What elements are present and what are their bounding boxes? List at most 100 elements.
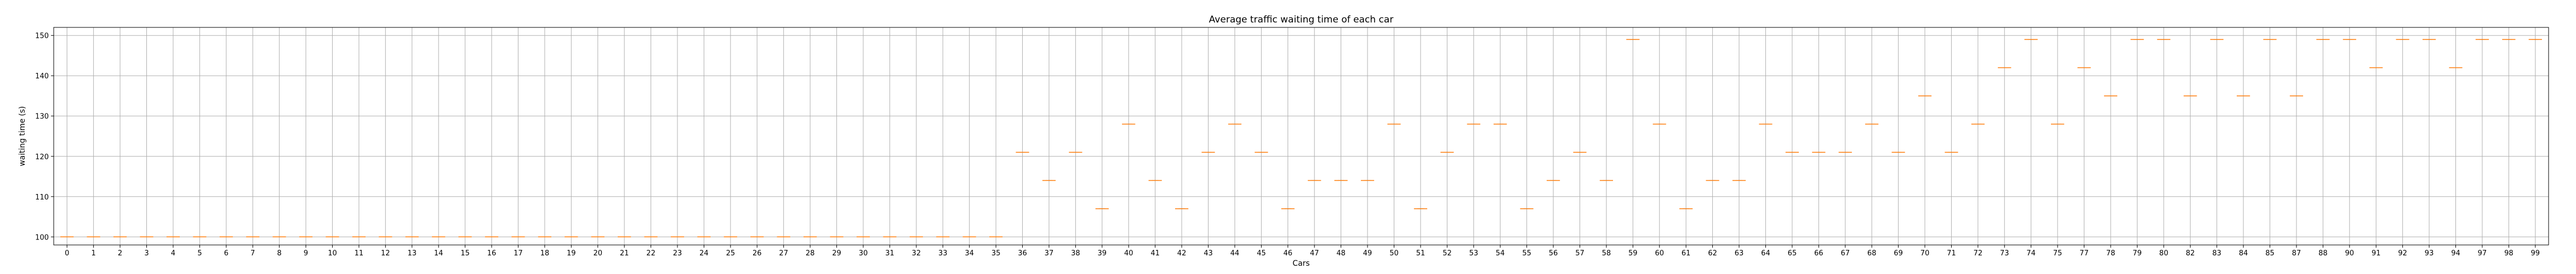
x-tick-label: 16: [487, 249, 497, 258]
x-tick-label: 4: [171, 249, 175, 258]
x-tick-label: 56: [1549, 249, 1558, 258]
plot-frame: [53, 27, 2549, 246]
x-tick-label: 5: [197, 249, 202, 258]
x-tick-label: 26: [753, 249, 762, 258]
x-tick-label: 82: [2186, 249, 2195, 258]
x-tick-label: 52: [1443, 249, 1452, 258]
x-tick-label: 64: [1761, 249, 1770, 258]
x-tick-label: 40: [1124, 249, 1133, 258]
x-tick-label: 11: [355, 249, 364, 258]
x-tick-label: 61: [1682, 249, 1691, 258]
y-axis: 100 110 120 130 140 150: [35, 32, 54, 242]
x-tick-label: 28: [806, 249, 815, 258]
x-tick-label: 10: [328, 249, 337, 258]
x-tick-label: 19: [567, 249, 576, 258]
x-tick-label: 32: [912, 249, 921, 258]
x-tick-label: 22: [646, 249, 656, 258]
x-tick-label: 38: [1071, 249, 1080, 258]
x-tick-label: 99: [2531, 249, 2540, 258]
x-tick-label: 2: [118, 249, 122, 258]
x-tick-label: 93: [2425, 249, 2434, 258]
x-tick-label: 3: [144, 249, 149, 258]
x-tick-label: 27: [779, 249, 788, 258]
x-tick-label: 8: [277, 249, 281, 258]
x-tick-label: 63: [1735, 249, 1744, 258]
x-tick-label: 39: [1098, 249, 1107, 258]
x-tick-label: 88: [2318, 249, 2328, 258]
x-tick-label: 46: [1284, 249, 1293, 258]
y-tick-label: 130: [35, 113, 49, 121]
x-tick-label: 72: [1974, 249, 1983, 258]
x-tick-label: 73: [2000, 249, 2009, 258]
x-tick-label: 37: [1045, 249, 1054, 258]
x-tick-label: 59: [1628, 249, 1638, 258]
x-tick-label: 24: [699, 249, 709, 258]
x-tick-label: 51: [1416, 249, 1426, 258]
x-tick-label: 35: [991, 249, 1001, 258]
x-tick-label: 78: [2106, 249, 2116, 258]
x-tick-label: 17: [514, 249, 523, 258]
x-tick-label: 97: [2478, 249, 2487, 258]
y-tick-label: 110: [35, 193, 49, 202]
x-tick-label: 23: [673, 249, 682, 258]
x-tick-label: 57: [1575, 249, 1585, 258]
x-tick-label: 55: [1522, 249, 1531, 258]
x-tick-label: 29: [832, 249, 841, 258]
y-tick-label: 120: [35, 153, 49, 161]
x-tick-label: 20: [593, 249, 602, 258]
y-tick-label: 150: [35, 32, 49, 41]
x-tick-label: 68: [1867, 249, 1877, 258]
x-tick-label: 50: [1389, 249, 1399, 258]
x-axis: 0 1 2 3 4 5 6 7 8 9 10 11 12 13 14 15 16 17 18 19 20 21 22 23 24…: [65, 245, 2540, 258]
x-tick-label: 36: [1018, 249, 1027, 258]
x-tick-label: 42: [1177, 249, 1187, 258]
y-tick-label: 140: [35, 72, 49, 81]
x-tick-label: 65: [1788, 249, 1797, 258]
x-tick-label: 14: [434, 249, 443, 258]
x-tick-label: 75: [2053, 249, 2062, 258]
x-tick-label: 54: [1496, 249, 1505, 258]
x-tick-label: 45: [1257, 249, 1266, 258]
x-tick-label: 44: [1230, 249, 1240, 258]
x-tick-label: 12: [381, 249, 390, 258]
x-tick-label: 66: [1814, 249, 1823, 258]
x-tick-label: 6: [224, 249, 229, 258]
x-tick-label: 18: [540, 249, 550, 258]
x-tick-label: 98: [2504, 249, 2514, 258]
x-tick-label: 92: [2398, 249, 2407, 258]
x-tick-label: 67: [1840, 249, 1850, 258]
x-tick-label: 85: [2265, 249, 2275, 258]
x-tick-label: 74: [2026, 249, 2036, 258]
x-tick-label: 94: [2451, 249, 2460, 258]
x-tick-label: 30: [859, 249, 868, 258]
x-tick-label: 43: [1204, 249, 1213, 258]
x-tick-label: 7: [250, 249, 255, 258]
chart-title: Average traffic waiting time of each car: [1209, 14, 1394, 25]
x-tick-label: 71: [1947, 249, 1956, 258]
x-tick-label: 77: [2079, 249, 2089, 258]
x-tick-label: 79: [2133, 249, 2142, 258]
x-tick-label: 33: [938, 249, 948, 258]
x-tick-label: 58: [1602, 249, 1611, 258]
x-tick-label: 53: [1469, 249, 1478, 258]
x-tick-label: 41: [1150, 249, 1160, 258]
x-tick-label: 21: [620, 249, 629, 258]
x-tick-label: 91: [2372, 249, 2381, 258]
y-tick-label: 100: [35, 233, 49, 242]
y-axis-label: waiting time (s): [18, 106, 27, 167]
x-tick-label: 80: [2159, 249, 2169, 258]
x-tick-label: 25: [726, 249, 736, 258]
x-tick-label: 48: [1336, 249, 1346, 258]
x-tick-label: 0: [65, 249, 69, 258]
x-tick-label: 13: [407, 249, 417, 258]
x-tick-label: 31: [885, 249, 894, 258]
grid-lines: [54, 27, 2549, 245]
x-axis-label: Cars: [1292, 259, 1309, 268]
x-tick-label: 90: [2345, 249, 2355, 258]
x-tick-label: 1: [91, 249, 95, 258]
x-tick-label: 49: [1363, 249, 1372, 258]
x-tick-label: 34: [965, 249, 974, 258]
chart-marks: [60, 39, 2542, 238]
x-tick-label: 15: [460, 249, 470, 258]
